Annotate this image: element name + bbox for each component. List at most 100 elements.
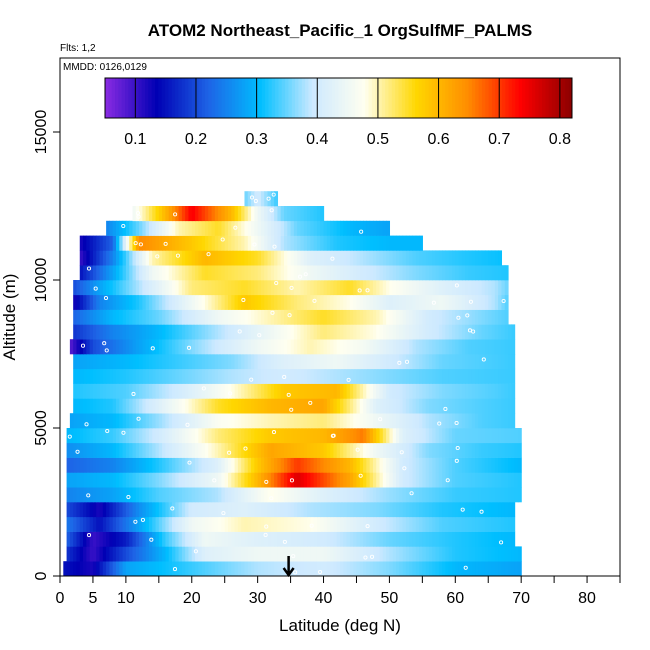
heatmap-cell [363, 457, 367, 473]
heatmap-cell [274, 206, 279, 222]
heatmap-cell [396, 235, 400, 251]
heatmap-cell [293, 472, 298, 488]
heatmap-cell [313, 354, 318, 370]
heatmap-cell [366, 442, 371, 458]
heatmap-cell [307, 309, 311, 325]
heatmap-cell [221, 220, 226, 236]
heatmap-cell [155, 220, 160, 236]
heatmap-cell [201, 413, 206, 429]
heatmap-cell [359, 428, 364, 444]
heatmap-cell [346, 442, 351, 458]
colorbar-segment [408, 78, 413, 118]
heatmap-cell [455, 294, 460, 310]
heatmap-cell [481, 516, 486, 532]
heatmap-cell [254, 235, 259, 251]
heatmap-cell [260, 472, 265, 488]
heatmap-cell [366, 309, 371, 325]
heatmap-cell [458, 502, 463, 518]
heatmap-cell [168, 472, 173, 488]
heatmap-cell [274, 502, 279, 518]
heatmap-cell [353, 502, 358, 518]
heatmap-cell [247, 398, 252, 414]
heatmap-cell [158, 324, 163, 340]
heatmap-cell [208, 250, 213, 266]
heatmap-cell [228, 531, 232, 547]
heatmap-cell [445, 413, 450, 429]
heatmap-cell [465, 265, 470, 281]
heatmap-cell [135, 428, 140, 444]
heatmap-cell [494, 398, 499, 414]
heatmap-cell [409, 472, 414, 488]
heatmap-cell [267, 531, 272, 547]
heatmap-cell [152, 294, 157, 310]
heatmap-cell [300, 398, 305, 414]
heatmap-cell [458, 487, 463, 503]
heatmap-cell [241, 472, 246, 488]
heatmap-cell [83, 428, 87, 444]
heatmap-cell [442, 442, 447, 458]
heatmap-cell [303, 428, 308, 444]
heatmap-cell [168, 250, 173, 266]
heatmap-cell [76, 383, 81, 399]
sample-point [121, 224, 126, 229]
heatmap-cell [461, 324, 466, 340]
heatmap-cell [165, 561, 170, 576]
heatmap-cell [198, 546, 203, 562]
heatmap-cell [363, 428, 367, 444]
heatmap-cell [340, 561, 344, 576]
heatmap-cell [346, 280, 351, 296]
heatmap-cell [297, 250, 302, 266]
heatmap-cell [458, 428, 463, 444]
heatmap-cell [201, 250, 206, 266]
heatmap-cell [185, 487, 190, 503]
heatmap-cell [132, 368, 137, 384]
heatmap-cell [455, 442, 460, 458]
heatmap-cell [409, 368, 414, 384]
heatmap-cell [359, 324, 364, 340]
heatmap-cell [307, 442, 311, 458]
colorbar-segment [345, 78, 350, 118]
heatmap-cell [366, 250, 371, 266]
heatmap-cell [376, 428, 381, 444]
heatmap-cell [435, 487, 440, 503]
heatmap-cell [438, 368, 443, 384]
colorbar-segment [165, 78, 169, 118]
heatmap-cell [201, 428, 206, 444]
heatmap-cell [425, 383, 430, 399]
heatmap-cell [198, 309, 203, 325]
heatmap-cell [435, 531, 440, 547]
heatmap-cell [267, 413, 272, 429]
heatmap-cell [287, 472, 292, 488]
colorbar-segment [468, 78, 473, 118]
heatmap-cell [300, 235, 305, 251]
heatmap-cell [247, 309, 252, 325]
heatmap-cell [125, 324, 130, 340]
sample-point [465, 313, 470, 318]
heatmap-cell [142, 265, 147, 281]
heatmap-cell [432, 487, 437, 503]
heatmap-cell [129, 324, 134, 340]
heatmap-cell [218, 235, 223, 251]
heatmap-cell [195, 280, 199, 296]
heatmap-cell [363, 472, 367, 488]
heatmap-cell [307, 561, 311, 576]
heatmap-cell [333, 324, 338, 340]
colorbar-segment [375, 78, 380, 118]
heatmap-cell [260, 235, 265, 251]
heatmap-cell [330, 220, 335, 236]
heatmap-cell [488, 309, 493, 325]
sample-point [289, 407, 294, 412]
sample-point [266, 196, 271, 201]
heatmap-cell [274, 398, 279, 414]
heatmap-cell [96, 265, 101, 281]
heatmap-cell [359, 546, 364, 562]
heatmap-cell [356, 339, 361, 355]
heatmap-cell [287, 280, 292, 296]
heatmap-cell [211, 235, 216, 251]
heatmap-cell [366, 457, 371, 473]
heatmap-cell [376, 220, 381, 236]
heatmap-cell [402, 516, 407, 532]
heatmap-cell [79, 457, 84, 473]
heatmap-cell [481, 457, 486, 473]
heatmap-cell [254, 354, 259, 370]
